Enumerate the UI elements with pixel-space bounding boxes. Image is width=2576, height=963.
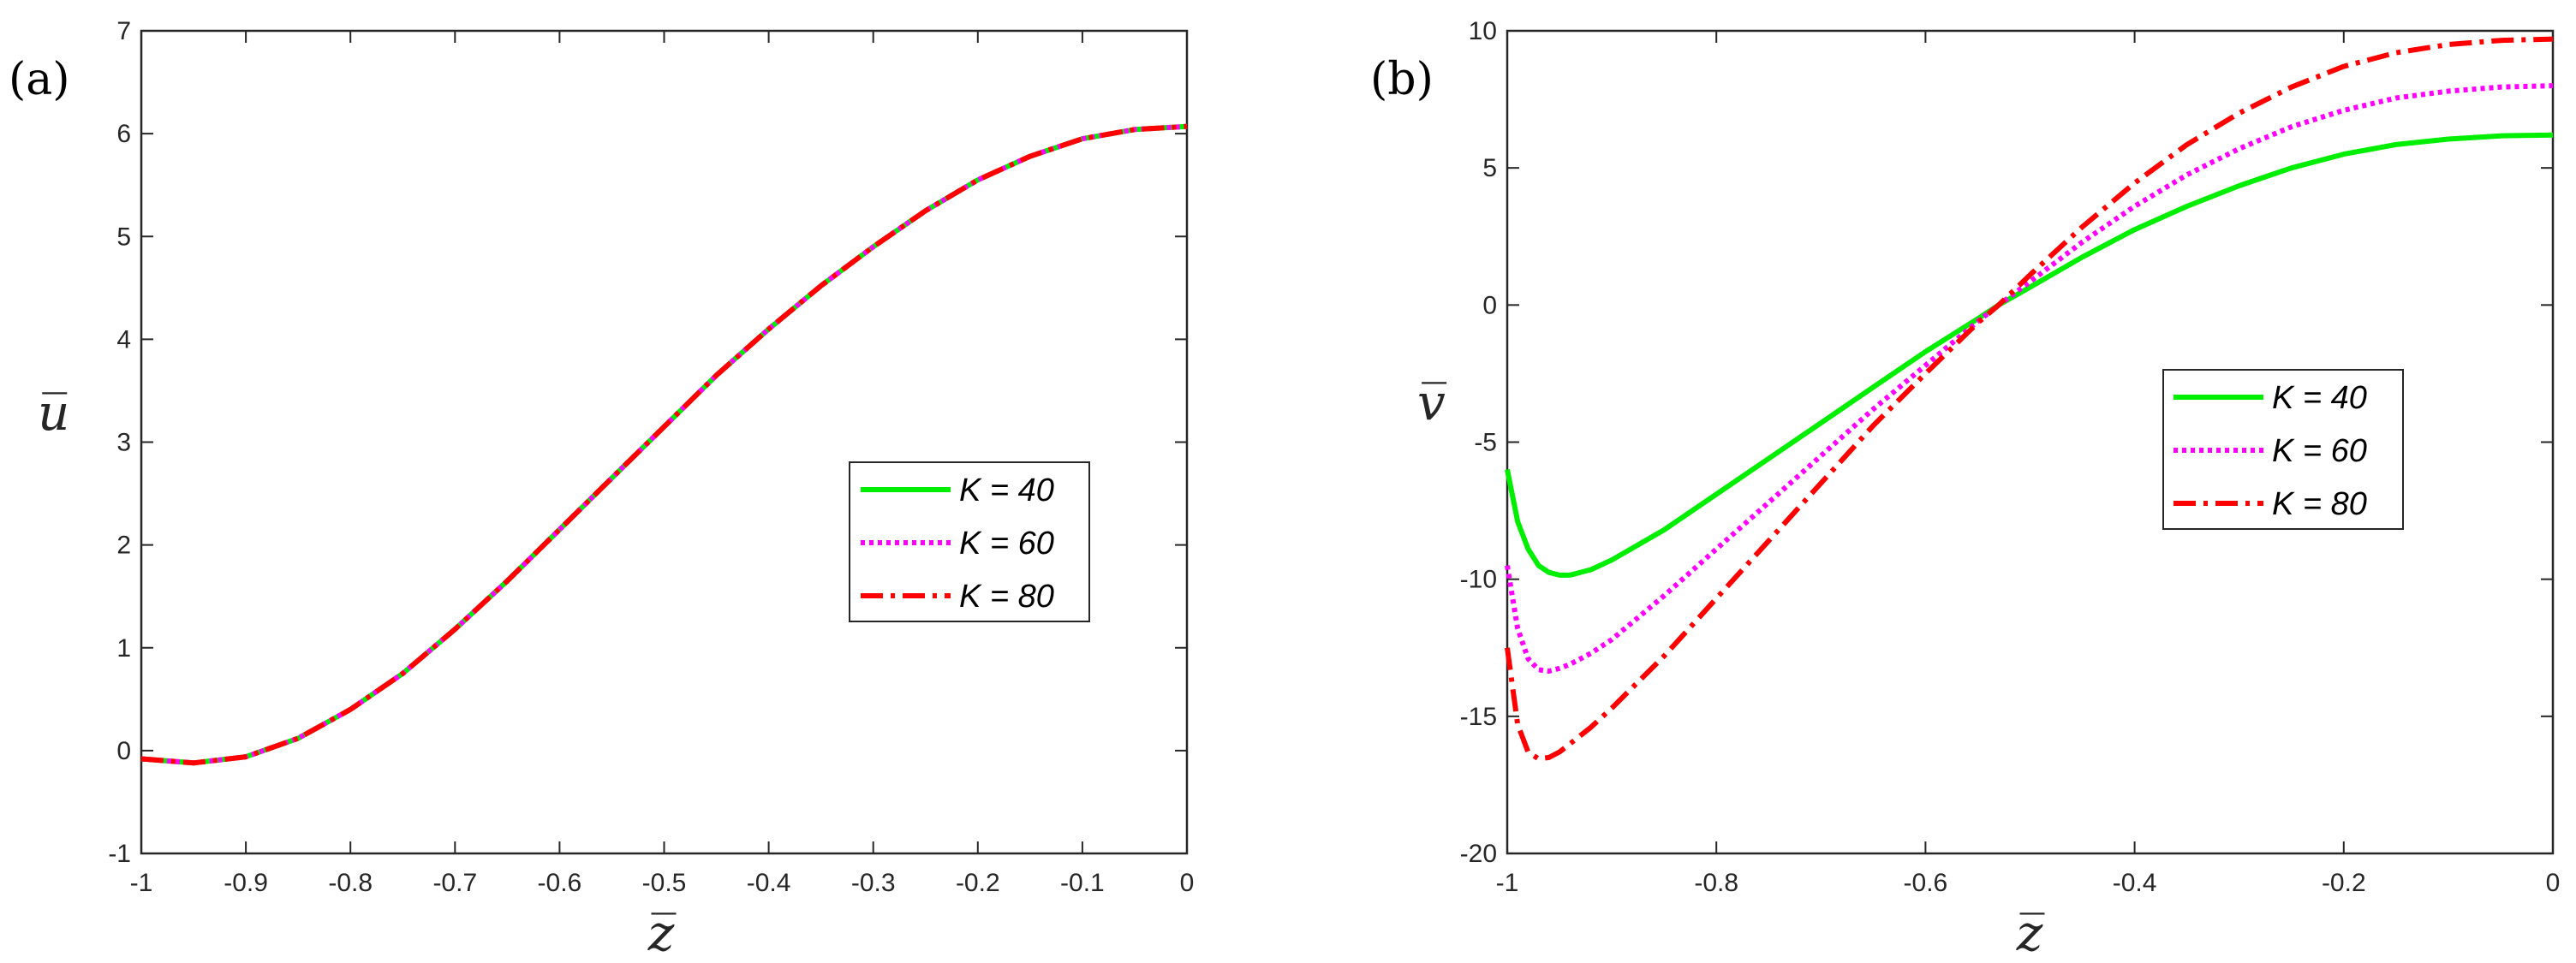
panel-a-xtick-label: -0.3 [851, 869, 896, 897]
panel-a-series-k40 [140, 123, 1188, 766]
panel-a-legend: K = 40 K = 60 K = 80 [849, 461, 1090, 622]
panel-b-xtick-label: -0.6 [1904, 869, 1948, 897]
panel-a-legend-label-k60: K = 60 [959, 526, 1054, 562]
panel-b-series-k40 [1505, 132, 2554, 578]
panel-b-ticks: -1 -0.8 -0.6 -0.4 -0.2 0 -20 -15 -10 -5 0 5 10 [1460, 17, 2561, 897]
panel-a-xtick-label: -0.5 [642, 869, 687, 897]
panel-b-lines [1505, 36, 2554, 762]
panel-b-series-k80 [1505, 36, 2554, 762]
panel-a-xtick-label: -0.9 [224, 869, 268, 897]
panel-a-ylabel: u̅ [38, 383, 69, 442]
panel-a-ytick-label: 4 [116, 325, 131, 354]
panel-a-xtick-label: -0.1 [1060, 869, 1105, 897]
panel-b-xtick-label: -0.8 [1694, 869, 1738, 897]
panel-a: -1 -0.9 -0.8 -0.7 -0.6 -0.5 -0.4 -0.3 -0.2 -0.1 0 -… [9, 17, 1194, 962]
panel-b-legend-label-k40: K = 40 [2272, 380, 2367, 416]
panel-a-xtick-label: -0.4 [747, 869, 791, 897]
panel-b-ytick-label: -10 [1460, 566, 1497, 594]
panel-b-ytick-label: 10 [1469, 17, 1497, 45]
panel-b-ytick-label: -15 [1460, 703, 1497, 731]
panel-a-ytick-label: 3 [116, 429, 131, 457]
panel-b-legend: K = 40 K = 60 K = 80 [2162, 369, 2404, 530]
panel-a-series-k80 [140, 123, 1188, 766]
panel-b-ytick-label: 0 [1482, 291, 1497, 319]
panel-a-ticks: -1 -0.9 -0.8 -0.7 -0.6 -0.5 -0.4 -0.3 -0.2 -0.1 0 -… [108, 17, 1194, 897]
panel-b-xtick-label: -0.4 [2113, 869, 2157, 897]
panel-b-xtick-label: 0 [2546, 869, 2561, 897]
panel-a-ytick-label: 1 [116, 634, 131, 663]
panel-b-legend-label-k60: K = 60 [2272, 433, 2367, 469]
panel-b-ytick-label: -20 [1460, 840, 1497, 868]
panel-a-lines [140, 123, 1188, 766]
panel-b-ytick-label: -5 [1474, 429, 1497, 457]
panel-a-xtick-label: 0 [1180, 869, 1195, 897]
panel-b: -1 -0.8 -0.6 -0.4 -0.2 0 -20 -15 -10 -5 0 5 10 (b) v… [1370, 17, 2560, 962]
panel-a-xtick-label: -0.6 [538, 869, 582, 897]
panel-b-xlabel: z̅ [2016, 904, 2045, 962]
panel-a-label: (a) [9, 54, 70, 105]
panel-a-ytick-label: -1 [108, 840, 131, 868]
panel-a-ytick-label: 6 [116, 120, 131, 148]
panel-b-xtick-label: -1 [1496, 869, 1519, 897]
panel-a-xtick-label: -0.7 [432, 869, 477, 897]
panel-a-xtick-label: -1 [130, 869, 153, 897]
panel-a-xlabel: z̅ [647, 904, 677, 962]
panel-b-label: (b) [1370, 54, 1434, 105]
panel-a-xtick-label: -0.8 [328, 869, 373, 897]
panel-a-ytick-label: 5 [116, 223, 131, 251]
panel-a-series-k60 [140, 123, 1188, 766]
panel-a-ytick-label: 7 [116, 17, 131, 45]
panel-b-series-k60 [1505, 83, 2554, 674]
panel-a-xtick-label: -0.2 [956, 869, 1000, 897]
panel-b-ylabel: v̅ [1417, 373, 1446, 431]
panel-b-ytick-label: 5 [1482, 154, 1497, 182]
panel-a-legend-label-k40: K = 40 [959, 473, 1054, 508]
panel-a-ytick-label: 2 [116, 532, 131, 560]
panel-a-legend-label-k80: K = 80 [959, 579, 1054, 615]
panel-a-ytick-label: 0 [116, 737, 131, 765]
panel-b-xtick-label: -0.2 [2322, 869, 2366, 897]
panel-b-legend-label-k80: K = 80 [2272, 486, 2367, 522]
